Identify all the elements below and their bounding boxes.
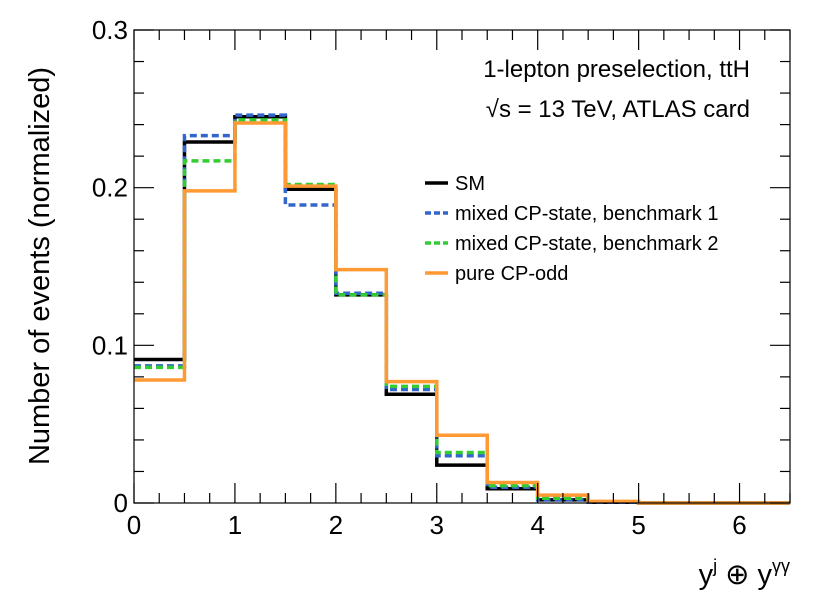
- y-axis-title: Number of events (normalized): [24, 67, 56, 465]
- x-tick-label: 3: [430, 510, 444, 540]
- annotation-selection: 1-lepton preselection, ttH: [483, 56, 750, 83]
- y-tick-label: 0.2: [92, 173, 128, 203]
- x-tick-label: 5: [631, 510, 645, 540]
- legend-label-3: mixed CP-state, benchmark 2: [455, 233, 718, 255]
- legend-label-1: SM: [455, 173, 485, 195]
- y-tick-label: 0.3: [92, 15, 128, 45]
- x-axis-title: yj ⊕ yγγ: [699, 556, 790, 591]
- x-tick-label: 6: [732, 510, 746, 540]
- y-tick-label: 0: [114, 488, 128, 518]
- legend-label-4: pure CP-odd: [455, 263, 568, 285]
- legend-label-2: mixed CP-state, benchmark 1: [455, 203, 718, 225]
- x-tick-label: 4: [530, 510, 544, 540]
- y-tick-label: 0.1: [92, 330, 128, 360]
- legend: SM mixed CP-state, benchmark 1 mixed CP-st…: [425, 173, 718, 285]
- x-tick-label: 0: [127, 510, 141, 540]
- x-tick-label: 1: [228, 510, 242, 540]
- x-tick-label: 2: [329, 510, 343, 540]
- annotation-energy: √s = 13 TeV, ATLAS card: [486, 96, 750, 123]
